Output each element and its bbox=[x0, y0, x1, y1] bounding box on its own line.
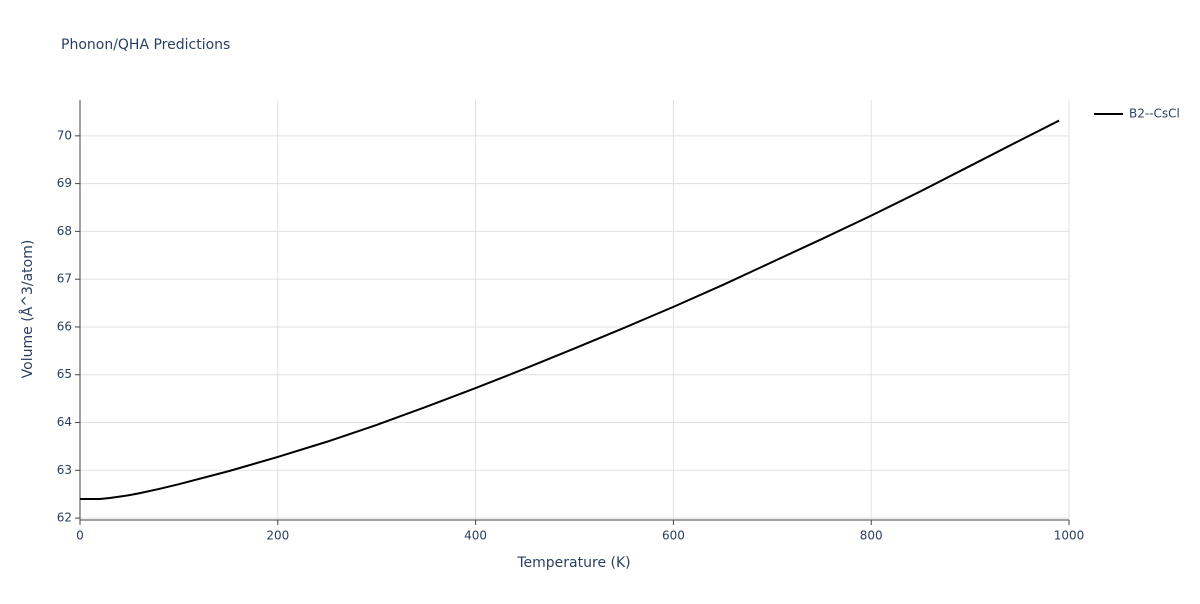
y-axis-label: Volume (Å^3/atom) bbox=[19, 240, 36, 379]
y-tick-label: 67 bbox=[57, 272, 72, 286]
y-tick-label: 70 bbox=[57, 128, 72, 142]
x-tick-label: 800 bbox=[860, 529, 883, 543]
y-tick-label: 68 bbox=[57, 224, 72, 238]
x-tick-label: 400 bbox=[464, 529, 487, 543]
x-tick-label: 200 bbox=[266, 529, 289, 543]
x-axis-label: Temperature (K) bbox=[516, 555, 630, 571]
y-tick-label: 65 bbox=[57, 367, 72, 381]
x-tick-label: 600 bbox=[662, 529, 685, 543]
line bbox=[80, 119, 1060, 500]
y-tick-label: 69 bbox=[57, 176, 72, 190]
y-tick-label: 64 bbox=[57, 415, 72, 429]
y-tick-label: 66 bbox=[57, 319, 72, 333]
chart-title: Phonon/QHA Predictions bbox=[61, 37, 230, 53]
y-tick-label: 62 bbox=[57, 511, 72, 525]
x-tick-label: 1000 bbox=[1054, 529, 1085, 543]
x-tick-label: 0 bbox=[76, 529, 84, 543]
y-tick-label: 63 bbox=[57, 463, 72, 477]
legend-label: B2--CsCl bbox=[1129, 107, 1180, 121]
